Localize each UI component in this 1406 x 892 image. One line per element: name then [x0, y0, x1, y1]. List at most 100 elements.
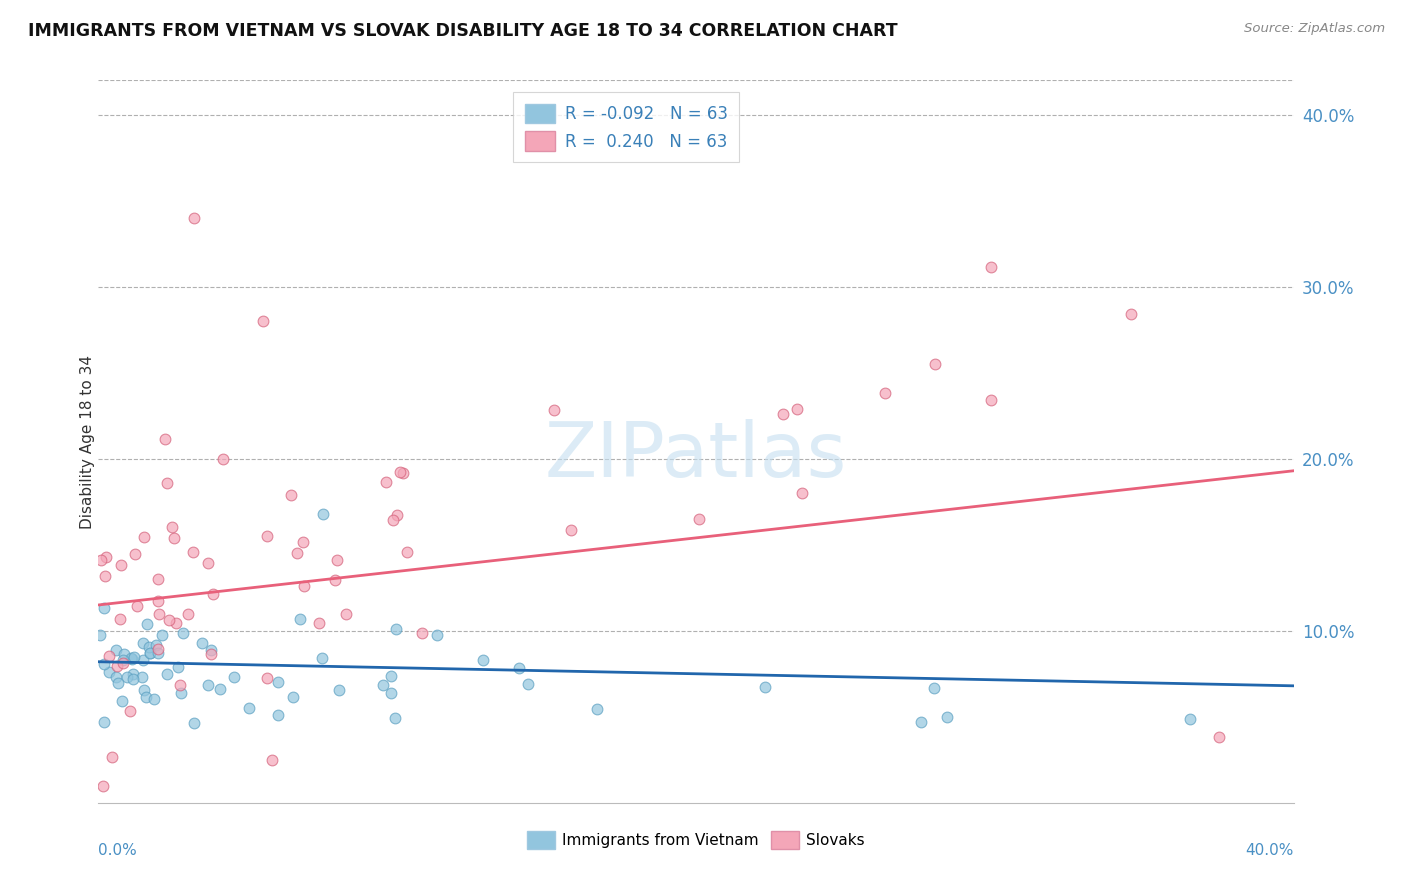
Point — [132, 653, 155, 667]
Point — [560, 524, 582, 538]
Point — [181, 545, 204, 559]
Point — [266, 708, 288, 723]
Point — [169, 678, 191, 692]
Point — [380, 669, 402, 683]
Point — [115, 670, 138, 684]
Point — [285, 546, 308, 560]
Point — [122, 673, 145, 687]
Point — [148, 607, 170, 622]
Point — [224, 670, 246, 684]
Point — [146, 646, 169, 660]
Point — [754, 680, 776, 694]
Point — [107, 675, 129, 690]
Point — [1208, 731, 1230, 745]
Point — [160, 520, 183, 534]
Point — [381, 513, 404, 527]
Point — [385, 623, 408, 637]
Point — [93, 601, 115, 615]
Point — [280, 488, 302, 502]
Point — [97, 648, 120, 663]
Point — [98, 665, 121, 679]
Point — [122, 650, 145, 665]
Text: 0.0%: 0.0% — [98, 843, 138, 857]
Point — [170, 686, 193, 700]
Point — [202, 587, 225, 601]
Point — [308, 616, 330, 631]
Point — [328, 683, 350, 698]
Point — [772, 407, 794, 421]
Point — [260, 753, 283, 767]
Point — [120, 650, 142, 665]
Point — [508, 661, 530, 675]
Point — [936, 709, 959, 723]
Point — [411, 625, 433, 640]
Point — [980, 260, 1002, 275]
Point — [980, 392, 1002, 407]
Point — [111, 656, 134, 670]
Point — [139, 646, 162, 660]
Point — [172, 626, 194, 640]
Legend: Immigrants from Vietnam, Slovaks: Immigrants from Vietnam, Slovaks — [519, 823, 873, 856]
Point — [156, 667, 179, 681]
Point — [122, 667, 145, 681]
Point — [111, 694, 134, 708]
Point — [93, 657, 115, 672]
Point — [89, 628, 111, 642]
Point — [256, 529, 278, 543]
Point — [167, 660, 190, 674]
Point — [111, 653, 134, 667]
Point — [516, 677, 538, 691]
Point — [283, 690, 305, 704]
Text: Source: ZipAtlas.com: Source: ZipAtlas.com — [1244, 22, 1385, 36]
Point — [94, 550, 117, 565]
Point — [790, 486, 813, 500]
Point — [146, 572, 169, 586]
Point — [1119, 307, 1142, 321]
Point — [873, 386, 896, 401]
Point — [373, 677, 395, 691]
Point — [101, 750, 124, 764]
Point — [392, 466, 415, 480]
Point — [200, 648, 222, 662]
Point — [94, 569, 117, 583]
Point — [426, 627, 449, 641]
Point — [120, 705, 142, 719]
Point — [238, 700, 260, 714]
Point — [157, 613, 180, 627]
Point — [132, 636, 155, 650]
Point — [311, 651, 333, 665]
Point — [197, 678, 219, 692]
Point — [135, 690, 157, 705]
Point — [138, 640, 160, 654]
Point — [290, 612, 312, 626]
Point — [146, 594, 169, 608]
Point — [121, 651, 143, 665]
Point — [389, 465, 412, 479]
Point — [91, 779, 114, 793]
Point — [252, 314, 274, 328]
Point — [146, 642, 169, 657]
Point — [150, 628, 173, 642]
Point — [135, 617, 157, 632]
Point — [292, 579, 315, 593]
Point — [200, 643, 222, 657]
Point — [127, 599, 149, 613]
Point — [910, 715, 932, 730]
Point — [311, 507, 333, 521]
Point — [212, 451, 235, 466]
Point — [156, 475, 179, 490]
Point — [104, 643, 127, 657]
Point — [1178, 712, 1201, 726]
Point — [335, 607, 357, 621]
Point — [142, 692, 165, 706]
Point — [131, 670, 153, 684]
Point — [209, 681, 232, 696]
Point — [183, 716, 205, 731]
Point — [145, 638, 167, 652]
Text: 40.0%: 40.0% — [1246, 843, 1294, 857]
Point — [380, 686, 402, 700]
Point — [472, 653, 495, 667]
Point — [291, 534, 314, 549]
Point — [922, 681, 945, 696]
Point — [326, 553, 349, 567]
